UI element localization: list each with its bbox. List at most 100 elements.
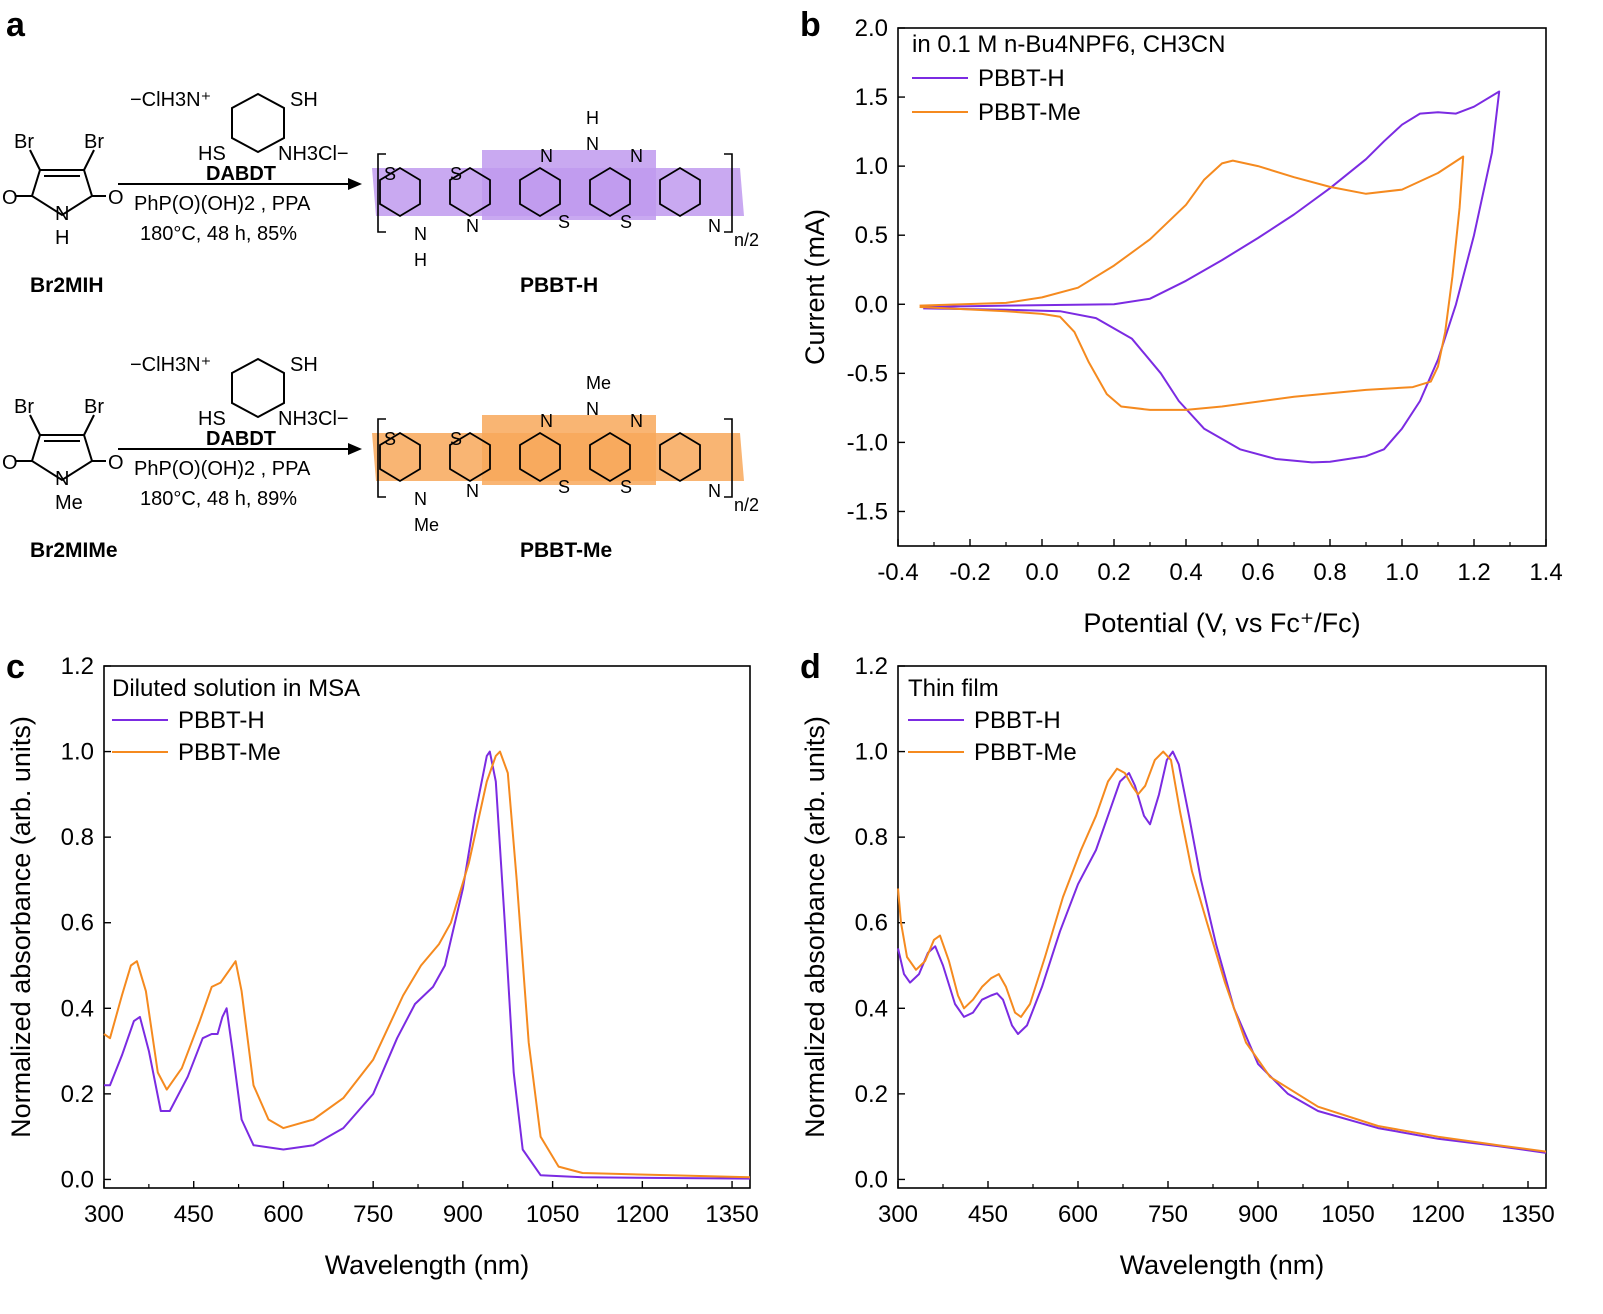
reagent-thiol-1: SH: [290, 354, 318, 376]
panel-label-b: b: [800, 6, 821, 44]
substituent-bottom: Me: [414, 515, 439, 535]
atom-label: O: [108, 452, 124, 474]
ring-atom-n: N: [630, 411, 643, 431]
reagent-ammonium-1: −ClH3N⁺: [130, 89, 211, 111]
reagent-name: DABDT: [206, 428, 276, 450]
ring-atom-s: S: [450, 164, 462, 184]
series-line-pbbt-me: [919, 155, 1465, 411]
repeat-bracket-right: [724, 418, 733, 498]
x-tick-label: 1.2: [1457, 559, 1490, 586]
substituent-top: H: [586, 108, 599, 128]
ring-atom-s: S: [384, 429, 396, 449]
repeat-bracket-left: [377, 418, 386, 498]
ring-atom-n: N: [414, 489, 427, 509]
panel-label-a: a: [6, 6, 26, 44]
ring-atom-n: N: [708, 481, 721, 501]
atom-label: Br: [84, 131, 104, 153]
atom-label: N: [55, 468, 69, 490]
substituent-bottom: H: [414, 250, 427, 270]
bond: [29, 149, 41, 171]
reactant-label: Br2MIH: [30, 274, 104, 297]
x-tick-label: 0.2: [1097, 559, 1130, 586]
reagent-ammonium-1: −ClH3N⁺: [130, 354, 211, 376]
ring-atom-n: N: [540, 411, 553, 431]
reagent-ammonium-2: NH3Cl−: [278, 143, 349, 165]
repeat-index: n/2: [734, 230, 759, 250]
polymer-ring: [449, 431, 491, 483]
x-tick-label: 0.0: [1025, 559, 1058, 586]
legend-label: PBBT-Me: [978, 99, 1081, 126]
ring-atom-s: S: [558, 212, 570, 232]
reagent-thiol-2: HS: [198, 408, 226, 430]
repeat-index: n/2: [734, 495, 759, 515]
polymer-ring: [659, 166, 701, 218]
ring-atom-n: N: [586, 399, 599, 419]
y-tick-label: 0.5: [855, 222, 888, 249]
polymer-ring: [659, 431, 701, 483]
x-tick-label: 0.8: [1313, 559, 1346, 586]
ring-atom-n: N: [414, 224, 427, 244]
y-tick-label: 0.0: [855, 291, 888, 318]
polymer-ring: [519, 431, 561, 483]
polymer-ring: [379, 166, 421, 218]
reagent-thiol-1: SH: [290, 89, 318, 111]
ring-atom-n: N: [630, 146, 643, 166]
benzene-ring: [231, 357, 285, 419]
polymer-ring: [519, 166, 561, 218]
atom-label: O: [2, 187, 18, 209]
legend-label: PBBT-H: [978, 65, 1065, 92]
chart-annotation: in 0.1 M n-Bu4NPF6, CH3CN: [912, 31, 1225, 58]
y-tick-label: 1.5: [855, 84, 888, 111]
x-tick-label: 0.4: [1169, 559, 1202, 586]
polymer-core-highlight: [482, 150, 656, 220]
ring-atom-n: N: [708, 216, 721, 236]
reaction-condition-1: PhP(O)(OH)2 , PPA: [134, 458, 311, 480]
product-label: PBBT-H: [520, 274, 598, 297]
reagent-thiol-2: HS: [198, 143, 226, 165]
reaction-condition-2: 180°C, 48 h, 85%: [140, 223, 297, 245]
ring-atom-s: S: [450, 429, 462, 449]
x-tick-label: 1.0: [1385, 559, 1418, 586]
polymer-ring: [379, 431, 421, 483]
atom-label: O: [108, 187, 124, 209]
ring-atom-s: S: [620, 477, 632, 497]
maleimide-ring: [30, 169, 94, 217]
y-tick-label: 1.0: [855, 153, 888, 180]
atom-label: O: [2, 452, 18, 474]
repeat-bracket-left: [377, 153, 386, 233]
polymer-ring: [589, 166, 631, 218]
ring-atom-s: S: [620, 212, 632, 232]
bond: [83, 149, 95, 171]
x-tick-label: 0.6: [1241, 559, 1274, 586]
polymer-ring: [449, 166, 491, 218]
reaction-condition-2: 180°C, 48 h, 89%: [140, 488, 297, 510]
atom-label: Br: [14, 396, 34, 418]
polymer-core-highlight: [482, 415, 656, 485]
atom-label: Br: [84, 396, 104, 418]
ring-atom-n: N: [466, 481, 479, 501]
x-axis-label: Potential (V, vs Fc⁺/Fc): [1083, 608, 1360, 638]
bond: [29, 414, 41, 436]
maleimide-ring: [30, 434, 94, 482]
x-tick-label: 1.4: [1529, 559, 1562, 586]
ring-atom-n: N: [466, 216, 479, 236]
bond: [83, 414, 95, 436]
arrow-head: [348, 443, 362, 455]
x-tick-label: -0.4: [877, 559, 918, 586]
atom-label: N: [55, 203, 69, 225]
x-tick-label: -0.2: [949, 559, 990, 586]
polymer-ring: [589, 431, 631, 483]
ring-atom-n: N: [540, 146, 553, 166]
arrow-head: [348, 178, 362, 190]
product-label: PBBT-Me: [520, 539, 612, 562]
atom-label: Me: [55, 492, 83, 514]
y-tick-label: -0.5: [847, 360, 888, 387]
ring-atom-s: S: [558, 477, 570, 497]
y-axis-label: Current (mA): [800, 209, 830, 365]
y-tick-label: -1.5: [847, 498, 888, 525]
ring-atom-n: N: [586, 134, 599, 154]
benzene-ring: [231, 92, 285, 154]
